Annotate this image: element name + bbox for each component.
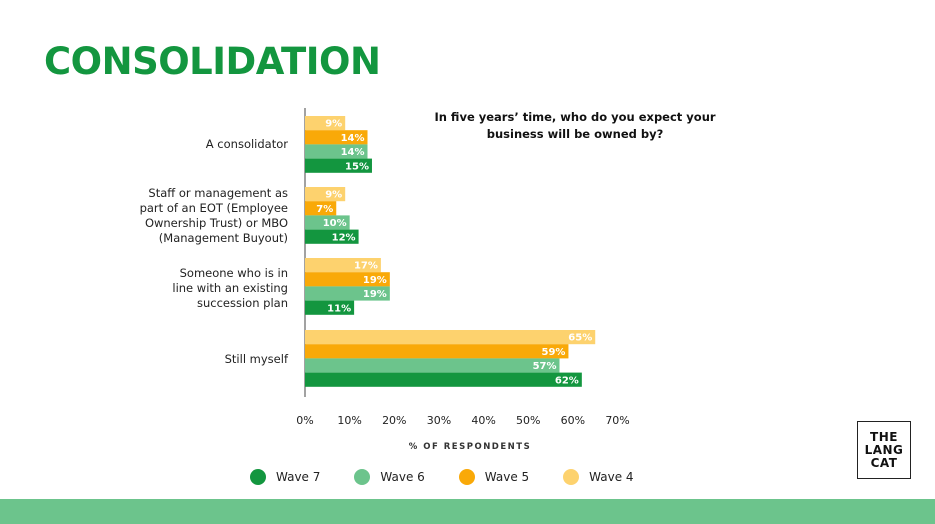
category-label-line: A consolidator <box>205 136 288 151</box>
x-tick-label: 30% <box>427 414 451 427</box>
legend-label: Wave 6 <box>380 470 425 484</box>
data-label: 17% <box>354 261 378 272</box>
data-label: 19% <box>363 275 387 286</box>
category-label-line: line with an existing <box>172 280 288 295</box>
legend-item-wave-4: Wave 4 <box>563 469 634 485</box>
legend-item-wave-6: Wave 6 <box>354 469 425 485</box>
bar-wave-5-cat-2 <box>305 272 390 287</box>
data-label: 62% <box>555 375 579 386</box>
data-label: 7% <box>316 204 333 215</box>
data-label: 57% <box>533 361 557 372</box>
bar-wave-4-cat-1 <box>305 187 346 202</box>
data-label: 10% <box>323 218 347 229</box>
bar-wave-6-cat-0 <box>305 144 368 159</box>
bar-wave-7-cat-0 <box>305 158 372 173</box>
legend-label: Wave 4 <box>589 470 634 484</box>
legend-label: Wave 7 <box>276 470 321 484</box>
x-tick-label: 40% <box>471 414 495 427</box>
category-label: Staff or management as part of an EOT (Em… <box>98 186 288 246</box>
x-tick-label: 0% <box>296 414 313 427</box>
legend-swatch-wave-4 <box>563 469 580 485</box>
category-label-line: Ownership Trust) or MBO <box>144 216 288 230</box>
data-label: 11% <box>327 303 351 314</box>
data-label: 19% <box>363 289 387 300</box>
category-label-line: Someone who is in <box>179 265 288 280</box>
bar-wave-4-cat-0 <box>305 116 346 131</box>
x-tick-label: 60% <box>561 414 585 427</box>
category-label-line: succession plan <box>197 295 288 310</box>
category-label-line: (Management Buyout) <box>158 231 288 245</box>
data-label: 65% <box>568 333 592 344</box>
logo-line: THE <box>870 429 898 444</box>
data-label: 9% <box>325 119 342 130</box>
bar-wave-6-cat-3 <box>305 358 560 373</box>
page-title: CONSOLIDATION <box>44 40 381 83</box>
bar-wave-7-cat-3 <box>305 372 582 387</box>
bar-wave-4-cat-2 <box>305 258 381 273</box>
legend-item-wave-5: Wave 5 <box>458 469 530 485</box>
data-label: 12% <box>332 232 356 243</box>
chart-question: In five years’ time, who do you expect y… <box>434 110 716 141</box>
category-label-line: part of an EOT (Employee <box>139 201 288 215</box>
legend-swatch-wave-6 <box>354 469 371 485</box>
category-label: Still myself <box>98 352 288 367</box>
bar-wave-5-cat-0 <box>305 130 368 145</box>
logo-line: CAT <box>870 455 898 470</box>
bar-chart: 9% 14% 14% 15% 9% 7% 10% 12% 17% 19% 19% 11% 65%59% 5… <box>296 108 630 427</box>
data-label: 14% <box>341 133 365 144</box>
bar-wave-6-cat-1 <box>305 215 350 230</box>
x-axis-label: % OF RESPONDENTS <box>408 442 532 452</box>
legend-item-wave-7: Wave 7 <box>250 469 320 485</box>
bar-wave-7-cat-1 <box>305 229 359 244</box>
x-tick-label: 20% <box>382 414 406 427</box>
legend-label: Wave 5 <box>484 470 530 484</box>
bar-wave-6-cat-2 <box>305 286 390 301</box>
x-tick-label: 70% <box>605 414 629 427</box>
legend: Wave 7 Wave 6 Wave 5 Wave 4 <box>250 469 668 485</box>
category-label-line: Staff or management as <box>148 186 288 200</box>
category-label: A consolidator <box>98 137 288 152</box>
legend-swatch-wave-7 <box>250 469 266 485</box>
data-label: 15% <box>345 161 369 172</box>
x-tick-label: 10% <box>337 414 361 427</box>
legend-swatch-wave-5 <box>458 469 475 485</box>
lang-cat-logo: THE LANG CAT <box>857 421 911 479</box>
data-label: 59% <box>541 347 565 358</box>
bar-wave-7-cat-2 <box>305 300 355 315</box>
footer-band <box>0 499 935 524</box>
logo-line: LANG <box>864 442 904 457</box>
data-label: 14% <box>341 147 365 158</box>
x-tick-label: 50% <box>516 414 540 427</box>
bar-wave-5-cat-1 <box>305 201 337 216</box>
bar-wave-4-cat-3 <box>305 330 596 345</box>
data-label: 9% <box>325 190 342 201</box>
bar-wave-5-cat-3 <box>305 344 569 359</box>
category-label-line: Still myself <box>224 351 288 366</box>
category-label: Someone who is in line with an existing su… <box>98 266 288 311</box>
